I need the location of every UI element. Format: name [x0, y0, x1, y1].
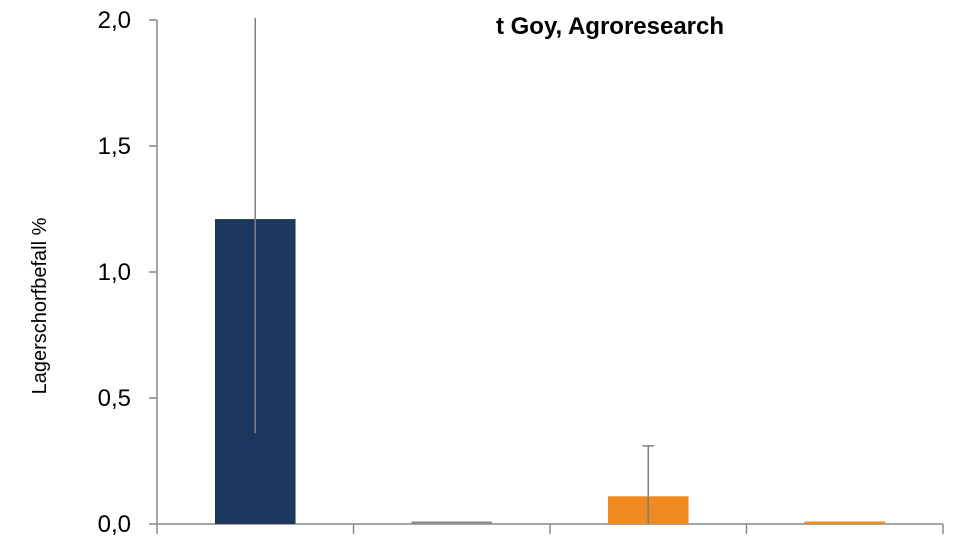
bars: [214, 219, 886, 524]
bar-2: [411, 521, 493, 524]
bar-4: [804, 521, 886, 524]
y-tick-label: 1,0: [98, 259, 131, 286]
y-tick-label: 1,5: [98, 133, 131, 160]
y-tick-label: 0,0: [98, 511, 131, 538]
x-ticks: [156, 524, 944, 534]
y-tick-label: 2,0: [98, 7, 131, 34]
error-bars: [254, 18, 655, 524]
y-tick-label: 0,5: [98, 385, 131, 412]
y-ticks: 0,0 0,5 1,0 1,5 2,0: [98, 7, 157, 538]
y-axis-label: Lagerschorfbefall %: [29, 217, 51, 394]
chart-title: t Goy, Agroresearch: [496, 13, 724, 40]
